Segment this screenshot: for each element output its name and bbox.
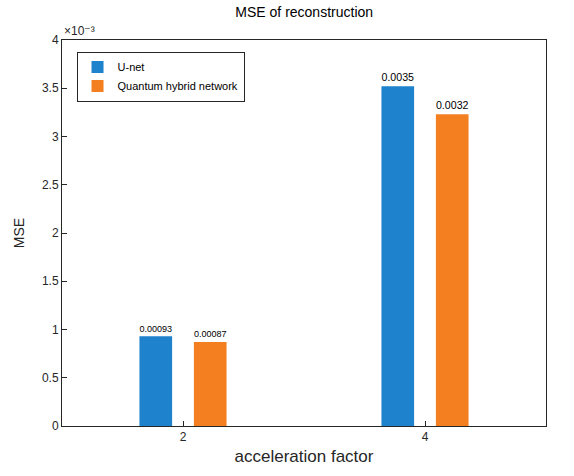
svg-text:0.0032: 0.0032 (436, 99, 469, 111)
svg-text:U-net: U-net (118, 61, 145, 73)
svg-text:0.00093: 0.00093 (139, 324, 172, 334)
svg-text:0.0035: 0.0035 (381, 71, 414, 83)
svg-text:MSE: MSE (11, 218, 27, 248)
svg-text:acceleration factor: acceleration factor (235, 447, 374, 466)
svg-text:0: 0 (52, 419, 59, 433)
svg-text:Quantum hybrid network: Quantum hybrid network (118, 80, 238, 92)
svg-text:4: 4 (52, 33, 59, 47)
svg-text:3: 3 (52, 130, 59, 144)
svg-text:2: 2 (52, 226, 59, 240)
svg-text:2: 2 (180, 430, 187, 444)
svg-text:1: 1 (52, 323, 59, 337)
svg-text:×10⁻³: ×10⁻³ (64, 24, 95, 38)
svg-text:3.5: 3.5 (42, 81, 59, 95)
svg-text:1.5: 1.5 (42, 274, 59, 288)
svg-text:MSE of reconstruction: MSE of reconstruction (235, 4, 373, 20)
svg-text:4: 4 (422, 430, 429, 444)
svg-text:0.5: 0.5 (42, 371, 59, 385)
svg-text:2.5: 2.5 (42, 178, 59, 192)
svg-text:0.00087: 0.00087 (194, 329, 227, 339)
